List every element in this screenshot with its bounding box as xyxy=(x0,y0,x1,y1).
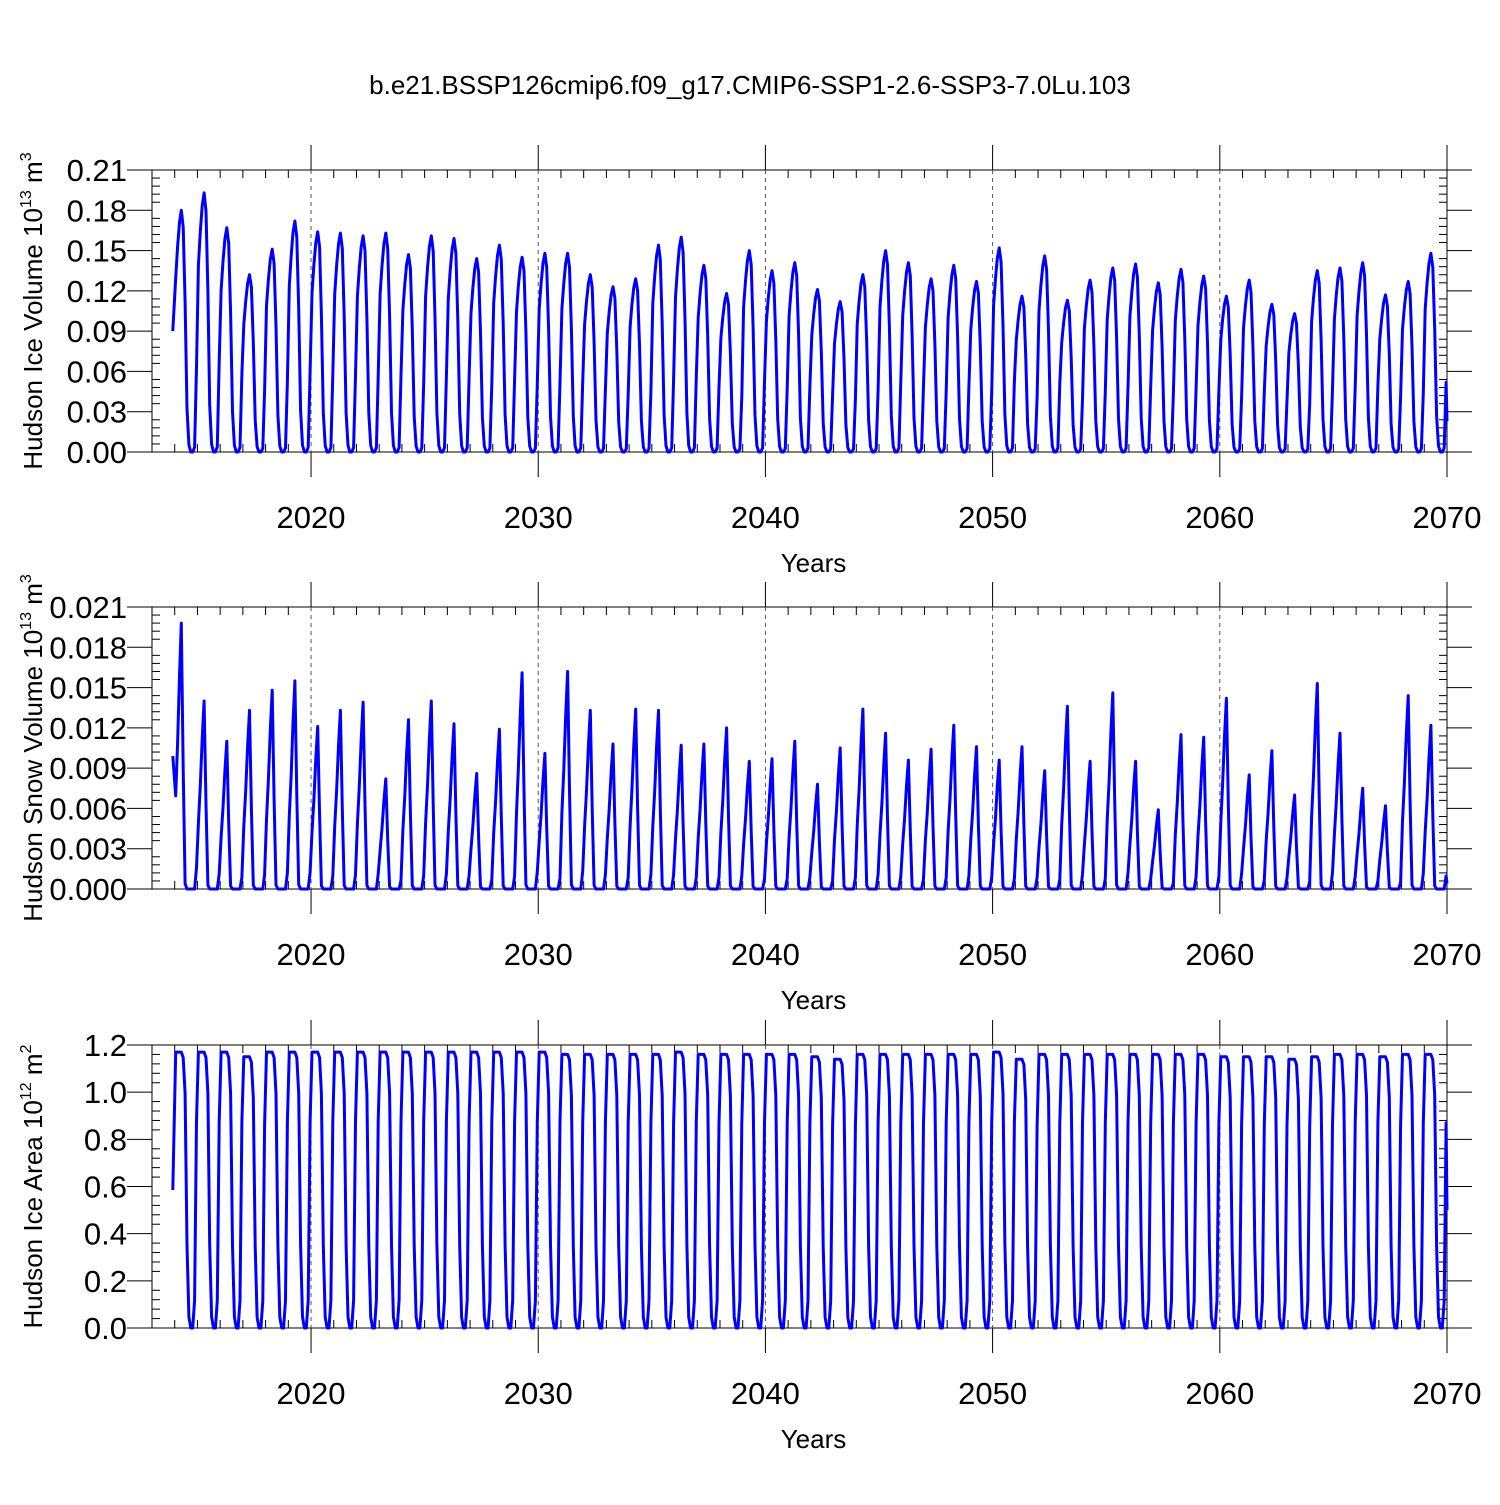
y-tick-label: 0.03 xyxy=(67,395,127,430)
x-tick-label: 2070 xyxy=(1413,937,1482,972)
x-tick-label: 2040 xyxy=(731,1376,800,1411)
y-tick-label: 0.18 xyxy=(67,193,127,228)
y-tick-label: 0.021 xyxy=(49,590,127,625)
series-line xyxy=(171,1050,1449,1330)
y-tick-label: 0.006 xyxy=(49,791,127,826)
y-axis-label-exponent: 13 xyxy=(18,190,35,208)
series-line xyxy=(171,191,1449,454)
y-tick-label: 0.8 xyxy=(84,1122,127,1157)
x-tick-label: 2070 xyxy=(1413,1376,1482,1411)
x-tick-label: 2020 xyxy=(277,1376,346,1411)
y-tick-label: 0.12 xyxy=(67,274,127,309)
y-tick-label: 0.015 xyxy=(49,671,127,706)
x-axis-label: Years xyxy=(781,1424,847,1454)
y-axis-label-exponent: 12 xyxy=(18,1082,35,1100)
x-tick-label: 2020 xyxy=(277,500,346,535)
y-axis-label: Hudson Snow Volume 1013 m3 xyxy=(18,574,48,922)
chart-title: b.e21.BSSP126cmip6.f09_g17.CMIP6-SSP1-2.… xyxy=(369,70,1131,100)
x-tick-label: 2060 xyxy=(1185,1376,1254,1411)
y-tick-label: 0.00 xyxy=(67,435,127,470)
x-tick-label: 2060 xyxy=(1185,500,1254,535)
x-axis-label: Years xyxy=(781,548,847,578)
x-tick-label: 2020 xyxy=(277,937,346,972)
panel-1: 2020 2030 2040 2050 2060 2070 0.00 0.03 0.06 0.09… xyxy=(18,145,1481,578)
y-axis-label-unit: m xyxy=(18,161,48,190)
y-tick-label: 0.09 xyxy=(67,314,127,349)
x-tick-label: 2030 xyxy=(504,1376,573,1411)
y-axis-label: Hudson Ice Volume 1013 m3 xyxy=(18,152,48,469)
y-tick-label: 1.2 xyxy=(84,1028,127,1063)
x-tick-label: 2050 xyxy=(958,500,1027,535)
y-tick-label: 0.018 xyxy=(49,630,127,665)
y-axis-label: Hudson Ice Area 1012 m2 xyxy=(18,1044,48,1328)
x-tick-label: 2050 xyxy=(958,1376,1027,1411)
x-tick-label: 2060 xyxy=(1185,937,1254,972)
y-axis-label-unit-exponent: 2 xyxy=(18,1044,35,1053)
x-tick-label: 2070 xyxy=(1413,500,1482,535)
y-tick-label: 0.000 xyxy=(49,872,127,907)
panel-3: 2020 2030 2040 2050 2060 2070 0.0 0.2 0.4 0.6 0.8 1… xyxy=(18,1020,1481,1454)
y-tick-label: 0.009 xyxy=(49,751,127,786)
y-tick-label: 0.6 xyxy=(84,1170,127,1205)
y-axis-label-main: Hudson Snow Volume 10 xyxy=(18,630,48,922)
y-tick-label: 0.0 xyxy=(84,1311,127,1346)
panel-2: 2020 2030 2040 2050 2060 2070 0.000 0.003 0.006 0… xyxy=(18,574,1481,1015)
y-tick-label: 0.4 xyxy=(84,1217,127,1252)
x-tick-label: 2030 xyxy=(504,500,573,535)
y-tick-label: 0.21 xyxy=(67,153,127,188)
y-axis-label-unit-exponent: 3 xyxy=(18,152,35,161)
y-tick-label: 1.0 xyxy=(84,1075,127,1110)
x-axis-label: Years xyxy=(781,985,847,1015)
plot-frame xyxy=(151,169,1448,453)
x-tick-label: 2040 xyxy=(731,937,800,972)
series-line xyxy=(171,621,1449,891)
y-axis-label-unit-exponent: 3 xyxy=(18,574,35,583)
x-tick-label: 2030 xyxy=(504,937,573,972)
y-axis-label-main: Hudson Ice Area 10 xyxy=(18,1100,48,1328)
y-tick-label: 0.15 xyxy=(67,234,127,269)
y-axis-label-exponent: 13 xyxy=(18,612,35,630)
y-tick-label: 0.06 xyxy=(67,354,127,389)
x-tick-label: 2040 xyxy=(731,500,800,535)
y-axis-label-main: Hudson Ice Volume 10 xyxy=(18,208,48,470)
y-axis-label-unit: m xyxy=(18,583,48,612)
x-tick-label: 2050 xyxy=(958,937,1027,972)
y-tick-label: 0.2 xyxy=(84,1264,127,1299)
y-axis-label-unit: m xyxy=(18,1053,48,1082)
y-tick-label: 0.012 xyxy=(49,711,127,746)
y-tick-label: 0.003 xyxy=(49,832,127,867)
